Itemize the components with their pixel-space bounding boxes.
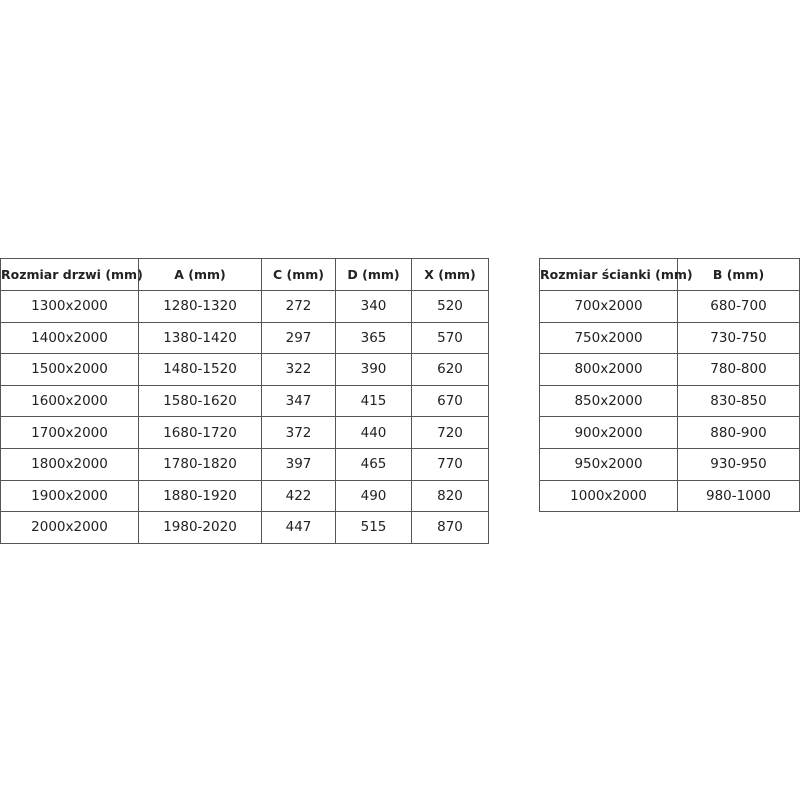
column-header: B (mm): [677, 258, 800, 291]
table-cell: 1480-1520: [138, 353, 262, 386]
table-cell: 770: [411, 447, 489, 481]
table-row: 1600x2000 1580-1620 347 415 670: [0, 384, 489, 418]
column-header: C (mm): [261, 258, 336, 291]
table-cell: 272: [261, 290, 336, 323]
table-cell: 720: [411, 416, 489, 449]
table-row: 1000x2000 980-1000: [539, 479, 800, 513]
table-cell: 900x2000: [539, 416, 678, 449]
table-header-row: Rozmiar ścianki (mm) B (mm): [539, 258, 800, 291]
table-cell: 1980-2020: [138, 511, 262, 544]
table-cell: 830-850: [677, 384, 800, 418]
table-row: 1700x2000 1680-1720 372 440 720: [0, 416, 489, 449]
table-cell: 422: [261, 479, 336, 513]
table-cell: 1580-1620: [138, 384, 262, 418]
table-cell: 800x2000: [539, 353, 678, 386]
table-row: 1500x2000 1480-1520 322 390 620: [0, 353, 489, 386]
wall-size-table: Rozmiar ścianki (mm) B (mm) 700x2000 680-7…: [539, 258, 800, 513]
table-cell: 297: [261, 321, 336, 355]
table-cell: 570: [411, 321, 489, 355]
table-cell: 440: [335, 416, 412, 449]
table-cell: 980-1000: [677, 479, 800, 513]
table-row: 950x2000 930-950: [539, 447, 800, 481]
table-cell: 365: [335, 321, 412, 355]
table-cell: 390: [335, 353, 412, 386]
table-cell: 730-750: [677, 321, 800, 355]
table-row: 1800x2000 1780-1820 397 465 770: [0, 447, 489, 481]
table-cell: 1500x2000: [0, 353, 139, 386]
column-header: Rozmiar ścianki (mm): [539, 258, 693, 291]
table-cell: 1700x2000: [0, 416, 139, 449]
table-row: 1300x2000 1280-1320 272 340 520: [0, 290, 489, 323]
table-row: 1900x2000 1880-1920 422 490 820: [0, 479, 489, 513]
table-cell: 2000x2000: [0, 511, 139, 544]
table-cell: 700x2000: [539, 290, 678, 323]
table-cell: 680-700: [677, 290, 800, 323]
table-cell: 620: [411, 353, 489, 386]
table-cell: 1600x2000: [0, 384, 139, 418]
table-cell: 1380-1420: [138, 321, 262, 355]
table-cell: 347: [261, 384, 336, 418]
table-cell: 465: [335, 447, 412, 481]
table-cell: 930-950: [677, 447, 800, 481]
table-cell: 750x2000: [539, 321, 678, 355]
column-header: D (mm): [335, 258, 412, 291]
table-cell: 322: [261, 353, 336, 386]
door-size-table: Rozmiar drzwi (mm) A (mm) C (mm) D (mm) X (m…: [0, 258, 489, 544]
table-cell: 372: [261, 416, 336, 449]
table-row: 1400x2000 1380-1420 297 365 570: [0, 321, 489, 355]
table-cell: 850x2000: [539, 384, 678, 418]
table-cell: 950x2000: [539, 447, 678, 481]
table-cell: 1780-1820: [138, 447, 262, 481]
table-row: 750x2000 730-750: [539, 321, 800, 355]
table-cell: 1000x2000: [539, 479, 678, 513]
table-cell: 1680-1720: [138, 416, 262, 449]
table-cell: 1400x2000: [0, 321, 139, 355]
table-cell: 515: [335, 511, 412, 544]
table-cell: 670: [411, 384, 489, 418]
table-row: 700x2000 680-700: [539, 290, 800, 323]
table-cell: 870: [411, 511, 489, 544]
table-cell: 1900x2000: [0, 479, 139, 513]
table-row: 900x2000 880-900: [539, 416, 800, 449]
table-cell: 415: [335, 384, 412, 418]
column-header: X (mm): [411, 258, 489, 291]
table-cell: 397: [261, 447, 336, 481]
table-cell: 820: [411, 479, 489, 513]
column-header: A (mm): [138, 258, 262, 291]
table-row: 850x2000 830-850: [539, 384, 800, 418]
table-row: 800x2000 780-800: [539, 353, 800, 386]
table-cell: 1880-1920: [138, 479, 262, 513]
table-header-row: Rozmiar drzwi (mm) A (mm) C (mm) D (mm) X (m…: [0, 258, 489, 291]
column-header: Rozmiar drzwi (mm): [0, 258, 143, 291]
table-row: 2000x2000 1980-2020 447 515 870: [0, 511, 489, 544]
table-cell: 880-900: [677, 416, 800, 449]
table-cell: 1280-1320: [138, 290, 262, 323]
table-cell: 340: [335, 290, 412, 323]
table-cell: 780-800: [677, 353, 800, 386]
table-cell: 1800x2000: [0, 447, 139, 481]
table-cell: 1300x2000: [0, 290, 139, 323]
table-cell: 447: [261, 511, 336, 544]
table-cell: 520: [411, 290, 489, 323]
table-cell: 490: [335, 479, 412, 513]
